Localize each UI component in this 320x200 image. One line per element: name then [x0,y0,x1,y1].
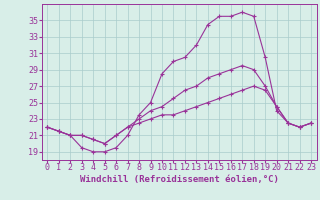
X-axis label: Windchill (Refroidissement éolien,°C): Windchill (Refroidissement éolien,°C) [80,175,279,184]
